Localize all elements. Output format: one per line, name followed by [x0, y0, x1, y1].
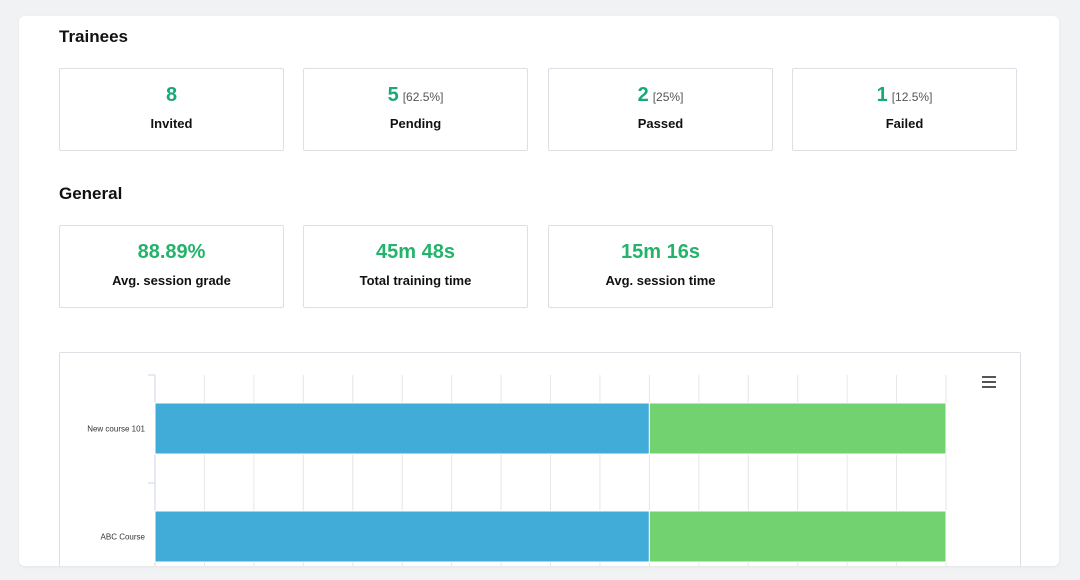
- invited-stat-card: 8 Invited: [59, 68, 284, 151]
- failed-label: Failed: [885, 116, 924, 131]
- pending-stat-card: 5 [62.5%] Pending: [303, 68, 528, 151]
- passed-label: Passed: [637, 116, 684, 131]
- invited-count: 8: [165, 84, 178, 106]
- hamburger-menu-icon[interactable]: [982, 376, 996, 388]
- pending-count: 5: [387, 84, 399, 106]
- bar-segment-series-1[interactable]: [154, 510, 650, 563]
- avg-session-time-value: 15m 16s: [621, 241, 700, 263]
- passed-count: 2: [637, 84, 649, 106]
- general-section-title: General: [59, 184, 123, 203]
- failed-stat-card: 1 [12.5%] Failed: [792, 68, 1017, 151]
- avg-session-time-card: 15m 16s Avg. session time: [548, 225, 773, 308]
- avg-session-time-label: Avg. session time: [605, 273, 716, 288]
- total-training-time-value: 45m 48s: [376, 241, 455, 263]
- passed-stat-card: 2 [25%] Passed: [548, 68, 773, 151]
- category-label: New course 101: [87, 425, 145, 434]
- course-progress-chart: New course 101 ABC Course: [59, 352, 1021, 566]
- chart-canvas: New course 101 ABC Course: [87, 374, 947, 566]
- total-training-time-card: 45m 48s Total training time: [303, 225, 528, 308]
- avg-session-grade-card: 88.89% Avg. session grade: [59, 225, 284, 308]
- bar-segment-series-2[interactable]: [648, 510, 947, 563]
- trainees-section-title: Trainees: [59, 27, 128, 46]
- avg-session-grade-label: Avg. session grade: [112, 273, 231, 288]
- failed-percent: [12.5%]: [891, 90, 933, 104]
- avg-session-grade-value: 88.89%: [137, 241, 206, 263]
- pending-percent: [62.5%]: [402, 90, 444, 104]
- passed-percent: [25%]: [652, 90, 684, 104]
- invited-label: Invited: [150, 116, 193, 131]
- failed-count: 1: [876, 84, 888, 106]
- pending-label: Pending: [389, 116, 442, 131]
- report-panel: Trainees 8 Invited 5 [62.5%] Pending 2 [25…: [19, 16, 1059, 566]
- total-training-time-label: Total training time: [359, 273, 472, 288]
- category-label: ABC Course: [101, 533, 146, 542]
- bar-segment-series-2[interactable]: [648, 402, 947, 455]
- bar-segment-series-1[interactable]: [154, 402, 650, 455]
